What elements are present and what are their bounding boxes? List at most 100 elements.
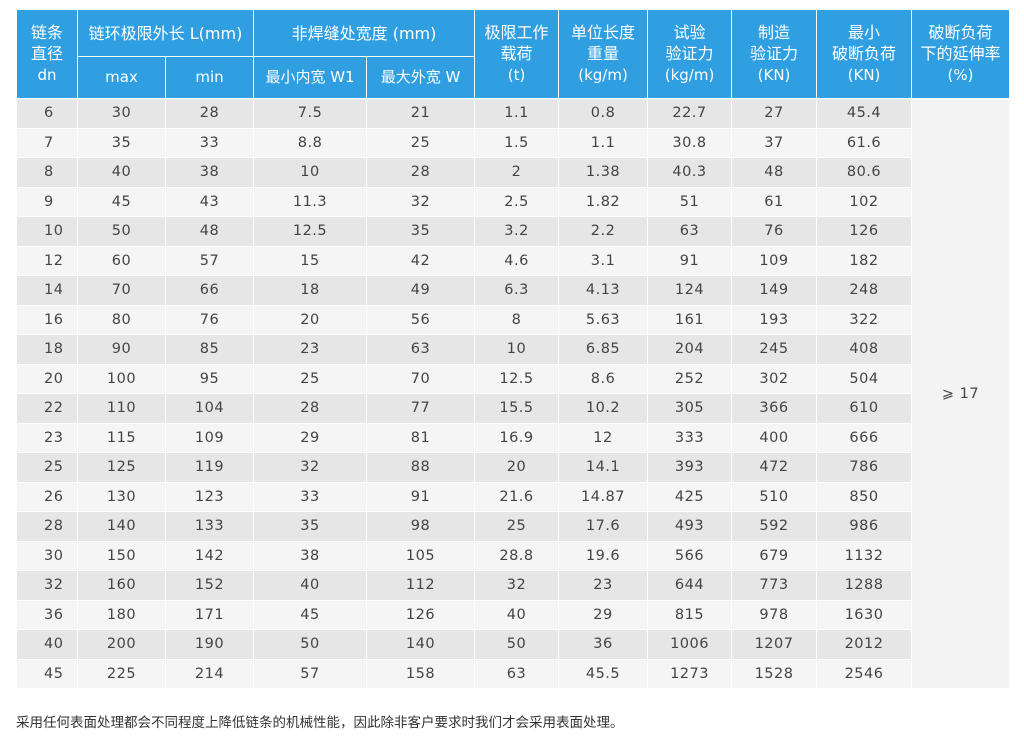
header-test-force: 试验 验证力 (kg/m) <box>647 9 733 99</box>
table-cell: 472 <box>731 452 818 483</box>
table-cell: 28 <box>16 511 78 542</box>
table-cell: 35 <box>366 216 476 247</box>
table-cell: 12.5 <box>253 216 368 247</box>
table-cell: 66 <box>164 275 255 306</box>
table-cell: 4.13 <box>558 275 649 306</box>
header-elongation-unit: (%) <box>947 66 974 84</box>
table-cell: 80.6 <box>816 157 913 188</box>
table-cell: 109 <box>731 245 818 276</box>
table-cell: 77 <box>366 393 476 424</box>
table-cell: 140 <box>77 511 166 542</box>
table-cell: 22 <box>16 393 78 424</box>
table-cell: 7.5 <box>253 98 368 129</box>
header-dn-line1: 链条 <box>30 23 63 42</box>
header-load-line2: 载荷 <box>500 44 533 63</box>
table-cell: 50 <box>77 216 166 247</box>
table-cell: 493 <box>647 511 733 542</box>
table-cell: 61.6 <box>816 127 913 158</box>
table-cell: 644 <box>647 570 733 601</box>
header-elongation-line2: 下的延伸率 <box>920 44 1001 63</box>
table-cell: 125 <box>77 452 166 483</box>
table-cell: 149 <box>731 275 818 306</box>
table-cell: 10 <box>16 216 78 247</box>
table-cell: 8.6 <box>558 363 649 394</box>
table-cell: 12 <box>558 422 649 453</box>
table-cell: 50 <box>253 629 368 660</box>
table-cell: 180 <box>77 599 166 630</box>
table-cell: 124 <box>647 275 733 306</box>
table-row: 6 30 28 7.5 21 1.1 0.8 22.7 27 45.4 ⩾ 17 <box>16 98 1011 689</box>
table-cell: 28.8 <box>474 540 560 571</box>
table-cell: 408 <box>816 334 913 365</box>
table-cell: 100 <box>77 363 166 394</box>
table-row: 36 180 171 45 126 40 29 815 978 1630 <box>16 599 1010 630</box>
table-cell: 815 <box>647 599 733 630</box>
table-cell: 38 <box>253 540 368 571</box>
table-cell: 80 <box>77 304 166 335</box>
table-cell: 110 <box>77 393 166 424</box>
table-cell: 8 <box>474 304 560 335</box>
table-cell: 158 <box>366 658 476 689</box>
table-cell: 1.1 <box>558 127 649 158</box>
table-cell: 2546 <box>816 658 913 689</box>
table-cell: 36 <box>16 599 78 630</box>
table-cell: 152 <box>164 570 255 601</box>
table-cell: 8 <box>16 157 78 188</box>
table-cell: 4.6 <box>474 245 560 276</box>
table-cell: 850 <box>816 481 913 512</box>
table-cell: 43 <box>164 186 255 217</box>
table-cell: 33 <box>253 481 368 512</box>
table-cell: 161 <box>647 304 733 335</box>
table-cell: 32 <box>16 570 78 601</box>
table-cell: 48 <box>731 157 818 188</box>
table-cell: 28 <box>164 98 255 129</box>
chain-spec-table: 链条 直径 dn 链环极限外长 L(mm) 非焊缝处宽度 (mm) 极限工作 载… <box>16 9 1011 689</box>
table-row: 26 130 123 33 91 21.6 14.87 425 510 850 <box>16 481 1010 512</box>
table-cell: 25 <box>474 511 560 542</box>
table-cell: 70 <box>366 363 476 394</box>
table-cell: 20 <box>253 304 368 335</box>
table-cell: 160 <box>77 570 166 601</box>
surface-treatment-note: 采用任何表面处理都会不同程度上降低链条的机械性能，因此除非客户要求时我们才会采用… <box>16 715 624 731</box>
table-cell: 25 <box>253 363 368 394</box>
table-cell: 49 <box>366 275 476 306</box>
table-row: 16 80 76 20 56 8 5.63 161 193 322 <box>16 304 1010 335</box>
table-cell: 200 <box>77 629 166 660</box>
table-cell: 63 <box>366 334 476 365</box>
table-cell: 40 <box>474 599 560 630</box>
table-cell: 6 <box>16 98 78 129</box>
table-cell: 2012 <box>816 629 913 660</box>
table-cell: 1.1 <box>474 98 560 129</box>
header-elongation-line1: 破断负荷 <box>928 23 993 42</box>
table-cell: 193 <box>731 304 818 335</box>
table-cell: 25 <box>16 452 78 483</box>
table-cell: 9 <box>16 186 78 217</box>
table-cell: 305 <box>647 393 733 424</box>
table-cell: 40 <box>77 157 166 188</box>
table-cell: 35 <box>77 127 166 158</box>
table-cell: 3.2 <box>474 216 560 247</box>
table-cell: 42 <box>366 245 476 276</box>
header-weight-unit: (kg/m) <box>578 66 628 84</box>
table-cell: 48 <box>164 216 255 247</box>
table-cell: 25 <box>366 127 476 158</box>
table-cell: 30 <box>77 98 166 129</box>
table-cell: 112 <box>366 570 476 601</box>
table-cell: 18 <box>253 275 368 306</box>
table-cell: 63 <box>474 658 560 689</box>
table-cell: 115 <box>77 422 166 453</box>
table-cell: 1288 <box>816 570 913 601</box>
table-body: 6 30 28 7.5 21 1.1 0.8 22.7 27 45.4 ⩾ 17 7 35 33 8.8 25… <box>16 98 1011 689</box>
table-cell: 38 <box>164 157 255 188</box>
table-cell: 63 <box>647 216 733 247</box>
table-cell: 57 <box>253 658 368 689</box>
table-cell: 2.2 <box>558 216 649 247</box>
header-mfg-force-line2: 验证力 <box>750 44 799 63</box>
table-cell: 23 <box>558 570 649 601</box>
table-cell: 14.1 <box>558 452 649 483</box>
table-cell: 51 <box>647 186 733 217</box>
table-cell: 425 <box>647 481 733 512</box>
header-weight: 单位长度 重量 (kg/m) <box>558 9 649 99</box>
table-cell: 45 <box>16 658 78 689</box>
table-cell: 45 <box>77 186 166 217</box>
